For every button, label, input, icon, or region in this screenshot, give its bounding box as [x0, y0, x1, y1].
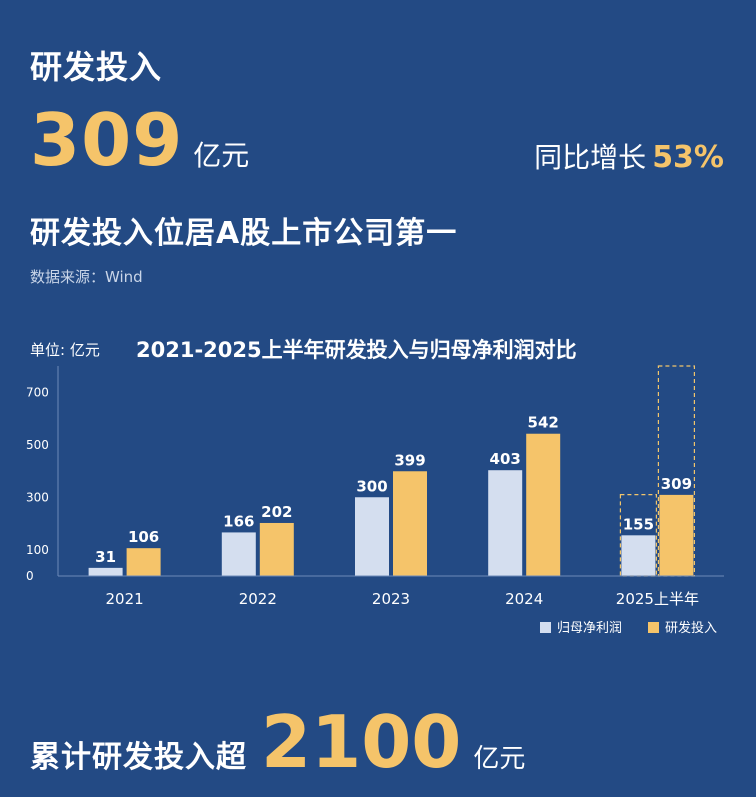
- bar-value-label: 155: [623, 515, 654, 533]
- cumulative-label: 累计研发投入超: [30, 740, 247, 775]
- bar-profit: [88, 567, 123, 576]
- x-tick-label: 2024: [505, 590, 543, 608]
- legend-label: 研发投入: [665, 620, 717, 636]
- y-tick-label: 500: [26, 438, 49, 452]
- data-source: 数据来源：Wind: [30, 268, 143, 286]
- bars: 31 106 166 202 300 399 403 542 155 309: [88, 365, 696, 577]
- bar-value-label: 31: [95, 548, 116, 566]
- bar-profit: [355, 497, 389, 576]
- y-tick-label: 300: [26, 490, 49, 504]
- y-axis: 0 100 300 500 700: [26, 366, 59, 583]
- x-tick-label: 2021: [106, 590, 144, 608]
- yoy-growth: 同比增长 53%: [534, 136, 724, 176]
- y-tick-label: 0: [26, 569, 34, 583]
- chart-unit-label: 单位: 亿元: [30, 341, 100, 359]
- bar-value-label: 399: [394, 451, 425, 469]
- legend-swatch: [540, 622, 551, 633]
- bar-rnd: [393, 471, 427, 576]
- bar-value-label: 166: [223, 512, 254, 530]
- chart-title: 2021-2025上半年研发投入与归母净利润对比: [136, 338, 577, 362]
- bar-value-label: 300: [356, 477, 387, 495]
- bar-rnd: [259, 522, 294, 576]
- x-axis: 2021 2022 2023 2024 2025上半年: [58, 575, 724, 608]
- bar-rnd: [659, 494, 694, 576]
- bar-value-label: 202: [261, 503, 292, 521]
- bar-chart: 0 100 300 500 700 31 106 166 202 300 399 403 542 155…: [26, 365, 724, 636]
- yoy-value: 53%: [652, 140, 724, 175]
- legend: 归母净利润 研发投入: [540, 620, 717, 636]
- rnd-amount-unit: 亿元: [193, 139, 250, 172]
- bar-rnd: [526, 433, 561, 576]
- bar-profit: [488, 470, 523, 576]
- x-tick-label: 2025上半年: [616, 590, 699, 608]
- bar-value-label: 542: [528, 414, 559, 432]
- y-tick-label: 100: [26, 543, 49, 557]
- dashed-outline: [657, 365, 696, 577]
- x-tick-label: 2023: [372, 590, 410, 608]
- cumulative-unit: 亿元: [473, 744, 526, 774]
- cumulative-value: 2100: [261, 700, 462, 784]
- bar-profit: [621, 535, 656, 576]
- legend-label: 归母净利润: [557, 621, 622, 636]
- yoy-label: 同比增长: [534, 141, 647, 174]
- bar-value-label: 403: [490, 450, 521, 468]
- page-title: 研发投入: [30, 48, 163, 86]
- y-tick-label: 700: [26, 385, 49, 399]
- bar-rnd: [126, 548, 161, 576]
- headline: 研发投入位居A股上市公司第一: [30, 216, 458, 251]
- bar-value-label: 106: [128, 528, 159, 546]
- bar-profit: [221, 532, 256, 576]
- rnd-amount-value: 309: [30, 98, 184, 182]
- legend-swatch: [648, 622, 659, 633]
- rnd-amount-row: 309 亿元: [30, 98, 250, 182]
- x-tick-label: 2022: [239, 590, 277, 608]
- bar-value-label: 309: [661, 475, 692, 493]
- cumulative-row: 累计研发投入超 2100 亿元: [30, 700, 525, 784]
